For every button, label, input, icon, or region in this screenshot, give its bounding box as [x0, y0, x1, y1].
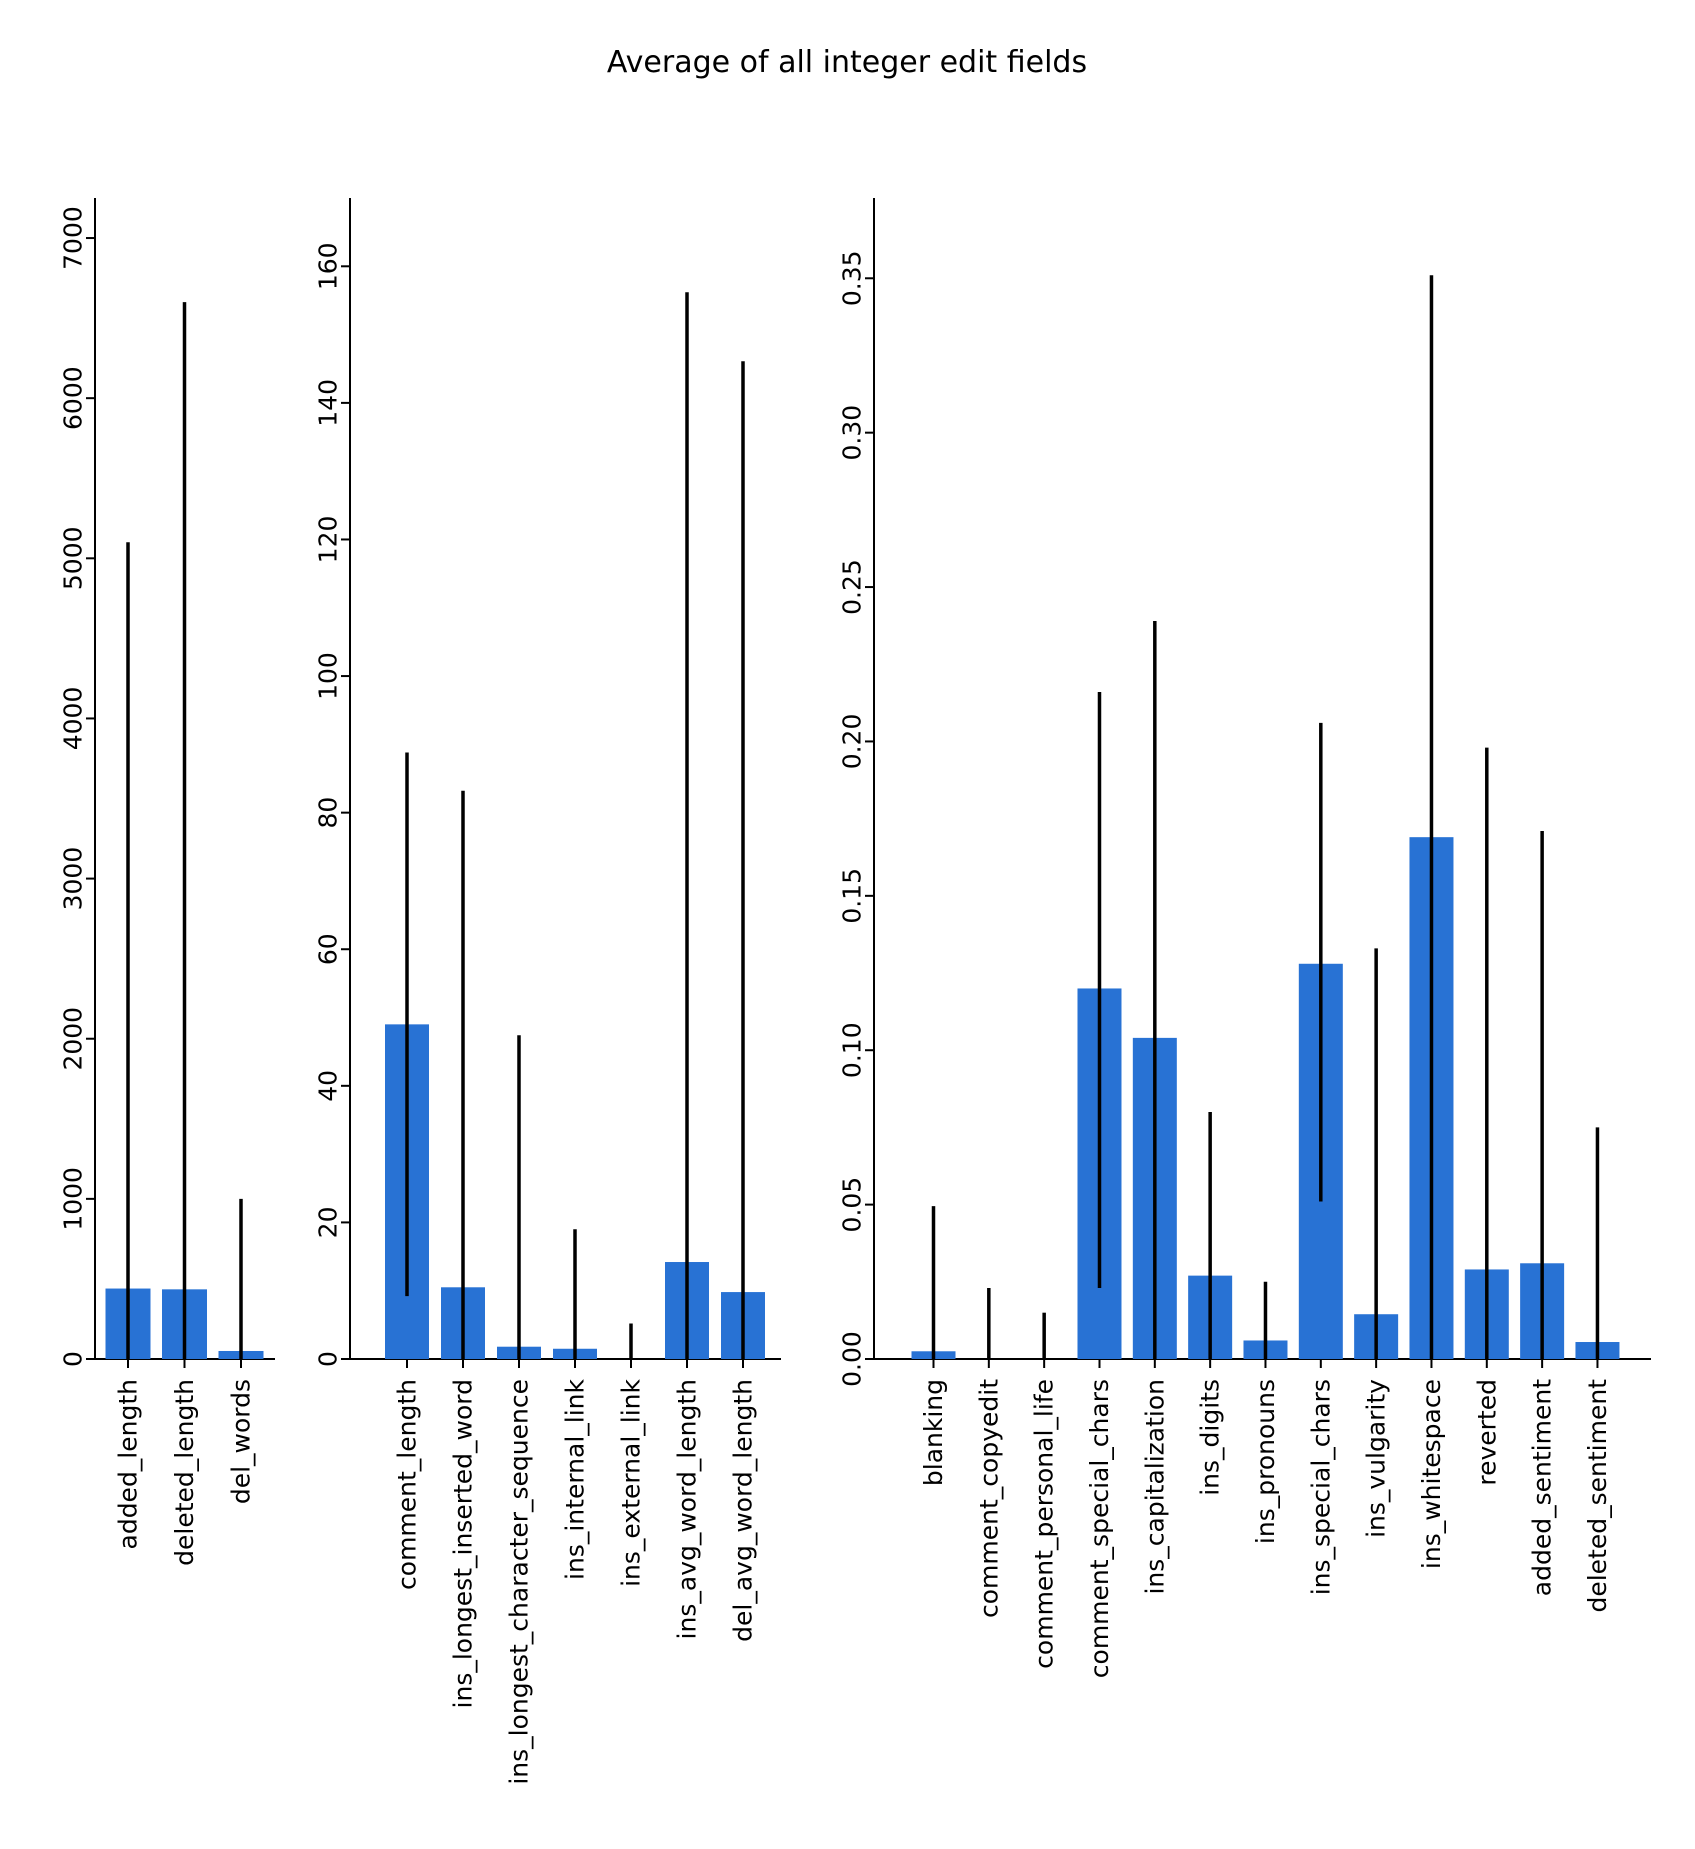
x-tick-label: reverted: [1472, 1379, 1501, 1486]
x-tick-label: deleted_length: [170, 1379, 199, 1566]
panels: 01000200030004000500060007000added_lengt…: [59, 198, 1651, 1785]
y-tick-label: 120: [314, 516, 343, 564]
x-tick-label: blanking: [919, 1379, 948, 1486]
x-tick-label: comment_special_chars: [1085, 1379, 1114, 1678]
x-tick-label: ins_special_chars: [1306, 1379, 1335, 1595]
x-tick-label: comment_length: [393, 1379, 422, 1590]
x-tick-label: comment_copyedit: [974, 1379, 1003, 1618]
x-tick-label: added_sentiment: [1528, 1379, 1557, 1596]
y-tick-label: 2000: [59, 1007, 88, 1071]
x-tick-label: ins_external_link: [617, 1378, 646, 1586]
x-tick-label: ins_whitespace: [1417, 1379, 1446, 1569]
y-tick-label: 0.10: [838, 1022, 867, 1078]
y-tick-label: 60: [314, 933, 343, 965]
x-tick-label: ins_internal_link: [561, 1378, 590, 1579]
y-tick-label: 100: [314, 652, 343, 700]
y-tick-label: 0: [314, 1351, 343, 1367]
y-tick-label: 0.20: [838, 714, 867, 770]
x-tick-label: ins_avg_word_length: [673, 1379, 702, 1639]
x-tick-label: ins_longest_character_sequence: [505, 1379, 534, 1785]
x-tick-label: ins_pronouns: [1251, 1379, 1280, 1544]
x-tick-label: del_words: [227, 1379, 256, 1504]
x-tick-label: ins_vulgarity: [1362, 1379, 1391, 1538]
y-tick-label: 0.25: [838, 559, 867, 615]
x-tick-label: added_length: [114, 1379, 143, 1550]
chart-title: Average of all integer edit fields: [607, 45, 1087, 80]
y-tick-label: 80: [314, 797, 343, 829]
x-tick-label: ins_capitalization: [1140, 1379, 1169, 1595]
y-tick-label: 5000: [59, 526, 88, 590]
y-tick-label: 0.05: [838, 1177, 867, 1233]
x-tick-label: deleted_sentiment: [1583, 1379, 1612, 1613]
y-tick-label: 1000: [59, 1167, 88, 1231]
y-tick-label: 6000: [59, 366, 88, 430]
y-tick-label: 0.30: [838, 405, 867, 461]
x-tick-label: ins_digits: [1196, 1379, 1225, 1496]
y-tick-label: 0: [59, 1351, 88, 1367]
x-tick-label: comment_personal_life: [1030, 1379, 1059, 1669]
y-tick-label: 3000: [59, 847, 88, 911]
panel-3: 0.00 0.05 0.10 0.15 0.20 0.25 0.30 0.35 blanking…: [838, 198, 1651, 1678]
y-tick-label: 160: [314, 242, 343, 290]
y-tick-label: 140: [314, 379, 343, 427]
y-tick-label: 0.15: [838, 868, 867, 924]
y-tick-label: 0.35: [838, 250, 867, 306]
y-tick-label: 4000: [59, 687, 88, 751]
panel-1: 0 1000 2000 3000 4000 5000 6000 7000 added_lengt…: [59, 198, 275, 1566]
y-tick-label: 7000: [59, 206, 88, 270]
panel-2: 0 20 40 60 80 100 120 140 160 comment_length ins_l…: [314, 198, 781, 1785]
y-tick-label: 20: [314, 1207, 343, 1239]
x-tick-label: del_avg_word_length: [729, 1379, 758, 1642]
x-tick-label: ins_longest_inserted_word: [449, 1379, 478, 1708]
y-tick-label: 40: [314, 1070, 343, 1102]
y-tick-label: 0.00: [838, 1331, 867, 1387]
